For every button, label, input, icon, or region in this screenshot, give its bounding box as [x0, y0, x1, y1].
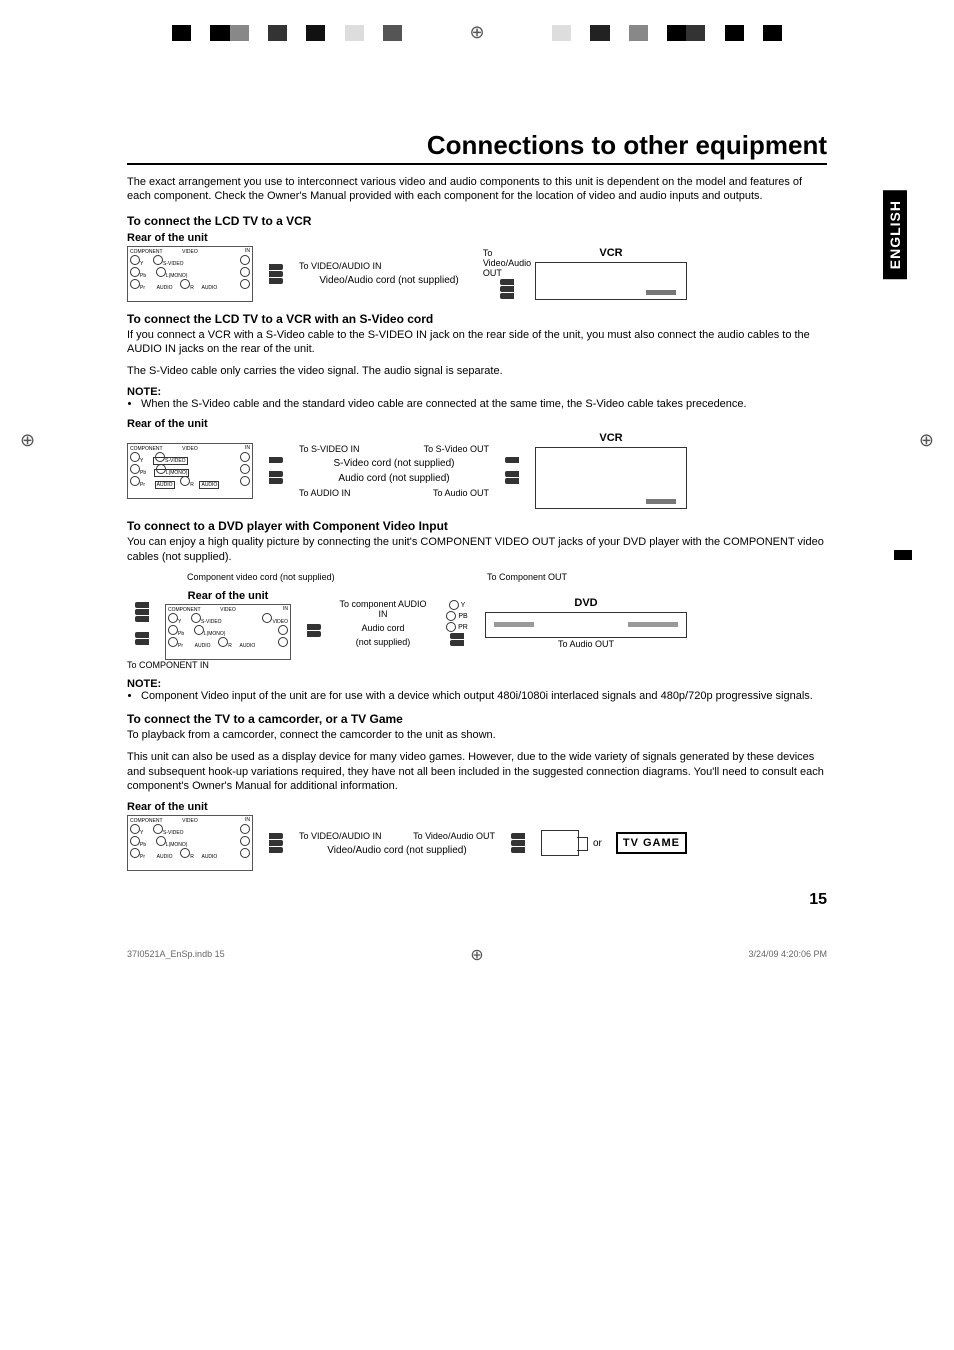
rear-panel: COMPONENT VIDEO IN Y S-VIDEO Pb L(MONO) …	[127, 443, 253, 499]
not-supplied-label: (not supplied)	[337, 637, 429, 647]
registration-mark-bottom: ⊕	[470, 945, 483, 965]
rear-label: Rear of the unit	[127, 801, 827, 813]
note-bullet: When the S-Video cable and the standard …	[141, 398, 827, 410]
note-list: Component Video input of the unit are fo…	[127, 690, 827, 702]
language-tab: ENGLISH	[883, 190, 907, 279]
footer: 37I0521A_EnSp.indb 15 ⊕ 3/24/09 4:20:06 …	[127, 949, 827, 999]
svideo-cord-label: S-Video cord (not supplied)	[299, 458, 489, 469]
rear-label: Rear of the unit	[127, 232, 827, 244]
rear-panel: COMPONENT VIDEO IN Y S-VIDEO Pb L(MONO) …	[127, 246, 253, 302]
manual-page: ⊕ ENGLISH Connections to other equipment…	[127, 130, 827, 909]
page-title: Connections to other equipment	[127, 130, 827, 161]
rear-panel: COMPONENT VIDEO IN Y S-VIDEO VIDEO Pb L(…	[165, 604, 291, 660]
section2-body2: The S-Video cable only carries the video…	[127, 364, 827, 378]
tv-game-label: TV GAME	[616, 832, 687, 854]
label-to-out: To Video/Audio OUT	[413, 831, 495, 841]
audio-cord-label: Audio cord	[337, 623, 429, 633]
section2-body1: If you connect a VCR with a S-Video cabl…	[127, 328, 827, 357]
label-svideo-in: To S-VIDEO IN	[299, 444, 360, 454]
rear-label: Rear of the unit	[188, 590, 269, 602]
note-label: NOTE:	[127, 678, 827, 690]
cord-label: Video/Audio cord (not supplied)	[299, 275, 479, 286]
label-to-in: To VIDEO/AUDIO IN	[299, 261, 479, 271]
audio-cord-label: Audio cord (not supplied)	[299, 473, 489, 484]
label-audio-out: To Audio OUT	[433, 488, 489, 498]
rear-label: Rear of the unit	[127, 418, 827, 430]
section4-heading: To connect the TV to a camcorder, or a T…	[127, 712, 827, 726]
registration-mark-top: ⊕	[469, 22, 484, 43]
label-audio-out: To Audio OUT	[558, 639, 614, 649]
vcr-label: VCR	[599, 247, 622, 259]
vcr-device	[535, 447, 687, 509]
note-bullet: Component Video input of the unit are fo…	[141, 690, 827, 702]
or-label: or	[593, 838, 602, 849]
color-bar-left	[172, 25, 402, 41]
section4-body1: To playback from a camcorder, connect th…	[127, 728, 827, 742]
dvd-label: DVD	[574, 597, 597, 609]
section1-heading: To connect the LCD TV to a VCR	[127, 214, 827, 228]
label-comp-in: To COMPONENT IN	[127, 660, 687, 670]
label-comp-audio-in: To component AUDIO IN	[337, 599, 429, 619]
label-comp-out: To Component OUT	[487, 572, 567, 582]
section3-heading: To connect to a DVD player with Componen…	[127, 519, 827, 533]
note-list: When the S-Video cable and the standard …	[127, 398, 827, 410]
registration-mark-right: ⊕	[919, 430, 934, 451]
diagram-dvd: Component video cord (not supplied) To C…	[127, 572, 687, 670]
color-bar-right	[552, 25, 782, 41]
note-label: NOTE:	[127, 386, 827, 398]
label-to-out: To Video/Audio OUT	[483, 248, 531, 278]
camcorder-icon	[541, 830, 579, 856]
edge-notch	[894, 550, 912, 560]
vcr-label: VCR	[599, 432, 622, 444]
rear-panel: COMPONENT VIDEO IN Y S-VIDEO Pb L(MONO) …	[127, 815, 253, 871]
vcr-device	[535, 262, 687, 300]
diagram-vcr: COMPONENT VIDEO IN Y S-VIDEO Pb L(MONO) …	[127, 246, 687, 302]
dvd-device	[485, 612, 687, 638]
footer-right: 3/24/09 4:20:06 PM	[748, 949, 827, 959]
title-rule	[127, 163, 827, 165]
cord-label: Video/Audio cord (not supplied)	[299, 845, 495, 856]
section4-body2: This unit can also be used as a display …	[127, 750, 827, 793]
diagram-camcorder: COMPONENT VIDEO IN Y S-VIDEO Pb L(MONO) …	[127, 815, 687, 871]
print-marks: ⊕	[127, 25, 827, 65]
diagram-svideo: COMPONENT VIDEO IN Y S-VIDEO Pb L(MONO) …	[127, 432, 687, 509]
comp-cord-label: Component video cord (not supplied)	[187, 572, 335, 582]
label-audio-in: To AUDIO IN	[299, 488, 351, 498]
page-number: 15	[127, 891, 827, 909]
section2-heading: To connect the LCD TV to a VCR with an S…	[127, 312, 827, 326]
label-to-in: To VIDEO/AUDIO IN	[299, 831, 382, 841]
intro-text: The exact arrangement you use to interco…	[127, 175, 827, 204]
label-svideo-out: To S-Video OUT	[424, 444, 489, 454]
footer-left: 37I0521A_EnSp.indb 15	[127, 949, 225, 959]
section3-body: You can enjoy a high quality picture by …	[127, 535, 827, 564]
registration-mark-left: ⊕	[20, 430, 35, 451]
